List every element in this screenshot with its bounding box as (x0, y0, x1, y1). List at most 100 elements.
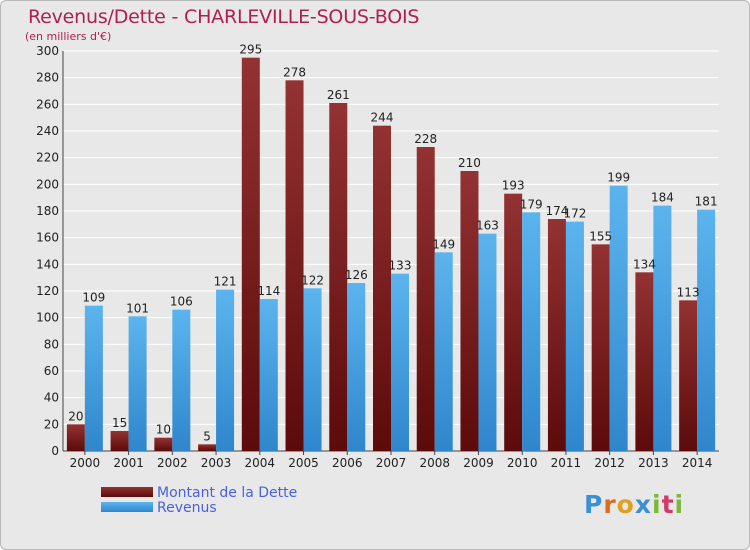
logo-letter: t (661, 490, 675, 519)
data-label-revenus: 126 (345, 268, 368, 282)
data-label-revenus: 101 (126, 301, 149, 315)
legend-label-dette: Montant de la Dette (157, 485, 298, 501)
y-tick-label: 280 (36, 71, 59, 85)
bar-revenus (303, 288, 322, 451)
y-tick-label: 40 (44, 391, 59, 405)
bar-dette (154, 437, 173, 451)
data-label-revenus: 122 (301, 273, 324, 287)
bar-revenus (565, 221, 584, 451)
x-tick-label: 2000 (70, 456, 101, 470)
data-label-revenus: 133 (389, 259, 412, 273)
y-tick-label: 220 (36, 151, 59, 165)
data-label-dette: 134 (633, 257, 656, 271)
bars (66, 57, 716, 452)
bar-dette (416, 147, 435, 451)
y-tick-label: 160 (36, 231, 59, 245)
bar-dette (635, 272, 654, 451)
x-tick-label: 2002 (157, 456, 188, 470)
bar-revenus (128, 316, 147, 451)
bar-dette (66, 424, 85, 451)
logo-letter: x (634, 490, 652, 519)
data-label-dette: 228 (414, 132, 437, 146)
bar-dette (591, 244, 610, 451)
x-tick-label: 2008 (419, 456, 450, 470)
bar-revenus (653, 205, 672, 451)
data-label-revenus: 181 (695, 195, 718, 209)
data-label-revenus: 163 (476, 219, 499, 233)
data-label-dette: 10 (156, 423, 171, 437)
x-tick-label: 2004 (245, 456, 276, 470)
bar-revenus (434, 252, 453, 451)
bar-revenus (84, 305, 103, 451)
bar-revenus (391, 273, 409, 451)
data-label-dette: 295 (239, 43, 262, 57)
data-label-dette: 278 (283, 65, 306, 79)
bar-dette (198, 444, 217, 451)
bar-revenus (478, 233, 497, 451)
x-tick-label: 2007 (376, 456, 407, 470)
y-axis-ticks: 0 20 40 60 80 100 120 140 160 180 200 220 240 260 280 3… (36, 44, 59, 458)
y-tick-label: 60 (44, 364, 59, 378)
bar-revenus (697, 209, 716, 451)
logo-letter: r (603, 490, 617, 519)
y-tick-label: 0 (51, 444, 59, 458)
data-label-revenus: 121 (214, 275, 237, 289)
bar-dette (241, 57, 260, 452)
data-label-dette: 20 (68, 409, 83, 423)
proxiti-logo: Proxiti (584, 490, 684, 519)
chart-subtitle: (en milliers d'€) (25, 30, 112, 43)
x-tick-label: 2005 (288, 456, 319, 470)
y-tick-label: 240 (36, 124, 59, 138)
data-label-dette: 15 (112, 416, 127, 430)
bar-revenus (609, 185, 628, 451)
y-tick-label: 180 (36, 204, 59, 218)
data-label-revenus: 149 (432, 237, 455, 251)
logo-letter: o (616, 490, 635, 519)
data-label-revenus: 114 (257, 284, 280, 298)
bar-revenus (172, 309, 191, 451)
data-label-revenus: 199 (607, 171, 630, 185)
legend-swatch-dette (101, 487, 153, 497)
bar-dette (110, 431, 129, 451)
data-label-revenus: 172 (563, 207, 586, 221)
data-label-dette: 244 (371, 111, 394, 125)
bar-revenus (216, 289, 235, 451)
x-axis-ticks: 2000 2001 2002 2003 2004 2005 2006 2007 2008 2009… (70, 451, 713, 470)
y-tick-label: 140 (36, 257, 59, 271)
y-tick-label: 20 (44, 417, 59, 431)
data-label-revenus: 179 (520, 197, 543, 211)
data-labels: 20 109 15 101 10 106 5 121 295 114 278 122 261 126 244… (68, 43, 717, 444)
y-tick-label: 120 (36, 284, 59, 298)
legend-label-revenus: Revenus (157, 500, 217, 516)
data-label-dette: 113 (677, 285, 700, 299)
bar-dette (329, 103, 348, 451)
bar-dette (373, 125, 391, 452)
data-label-dette: 155 (589, 229, 612, 243)
data-label-dette: 261 (327, 88, 350, 102)
y-tick-label: 200 (36, 177, 59, 191)
bar-revenus (259, 299, 278, 451)
data-label-dette: 210 (458, 156, 481, 170)
bar-dette (679, 300, 698, 451)
chart-title: Revenus/Dette - CHARLEVILLE-SOUS-BOIS (28, 6, 420, 28)
x-tick-label: 2012 (594, 456, 625, 470)
x-tick-label: 2009 (463, 456, 494, 470)
y-tick-label: 100 (36, 311, 59, 325)
logo-letter: i (652, 490, 662, 519)
bar-revenus (522, 212, 541, 451)
y-tick-label: 300 (36, 44, 59, 58)
bar-dette (460, 171, 479, 451)
x-tick-label: 2010 (507, 456, 538, 470)
data-label-dette: 174 (545, 204, 568, 218)
data-label-revenus: 109 (82, 291, 105, 305)
x-tick-label: 2006 (332, 456, 363, 470)
y-tick-label: 260 (36, 97, 59, 111)
bar-dette (285, 80, 304, 451)
x-tick-label: 2001 (113, 456, 144, 470)
x-tick-label: 2014 (682, 456, 713, 470)
y-tick-label: 80 (44, 337, 59, 351)
x-tick-label: 2003 (201, 456, 232, 470)
data-label-dette: 5 (203, 429, 211, 443)
